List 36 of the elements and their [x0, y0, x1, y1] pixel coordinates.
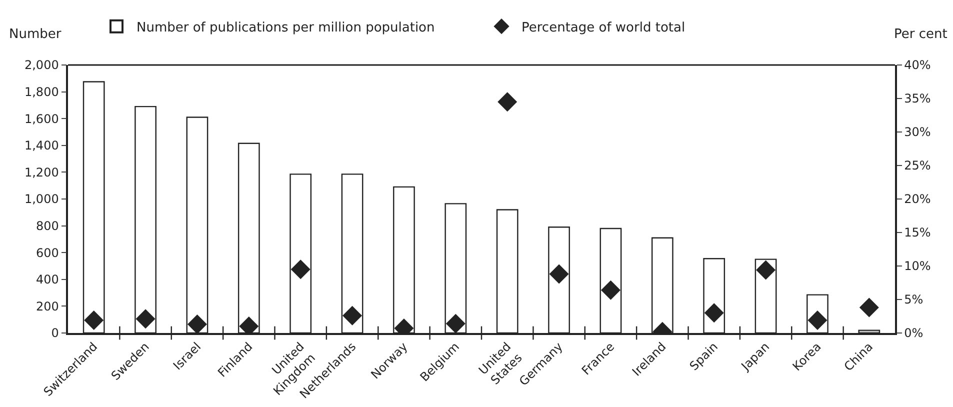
y2-tick-label: 20% [904, 192, 931, 206]
y-tick-label: 2,000 [24, 58, 59, 72]
y-tick-label: 200 [36, 299, 59, 314]
y-tick-label: 1,600 [24, 112, 59, 126]
point [136, 309, 156, 329]
point [446, 314, 466, 333]
y-tick-label: 0 [51, 326, 59, 340]
y-axis-title: Number [9, 27, 62, 42]
y2-tick-label: 10% [904, 259, 931, 274]
point [187, 314, 207, 333]
y2-tick-label: 0% [904, 326, 924, 340]
legend-label: Number of publications per million population [136, 20, 435, 36]
y-tick-label: 1,000 [24, 192, 59, 206]
y-tick-label: 1,800 [24, 85, 59, 99]
point [600, 280, 620, 300]
y2-tick-label: 5% [904, 292, 924, 307]
legend-label: Percentage of world total [522, 20, 686, 36]
y-tick-label: 600 [36, 246, 59, 260]
point [756, 260, 776, 280]
y2-tick-label: 40% [904, 58, 931, 72]
y-tick-label: 1,200 [24, 165, 59, 180]
point [84, 310, 104, 330]
point [498, 92, 518, 112]
point [704, 303, 724, 323]
y-tick-label: 1,400 [24, 138, 59, 153]
y2-tick-label: 30% [904, 125, 931, 140]
y-tick-label: 800 [36, 219, 59, 233]
point [549, 264, 569, 284]
y2-tick-label: 15% [904, 226, 931, 240]
y-tick-label: 400 [36, 272, 59, 287]
point [290, 260, 310, 280]
y2-axis-title: Per cent [894, 27, 948, 42]
y2-tick-label: 35% [904, 92, 931, 106]
point [859, 298, 879, 318]
y2-tick-label: 25% [904, 158, 931, 173]
point [342, 306, 362, 326]
